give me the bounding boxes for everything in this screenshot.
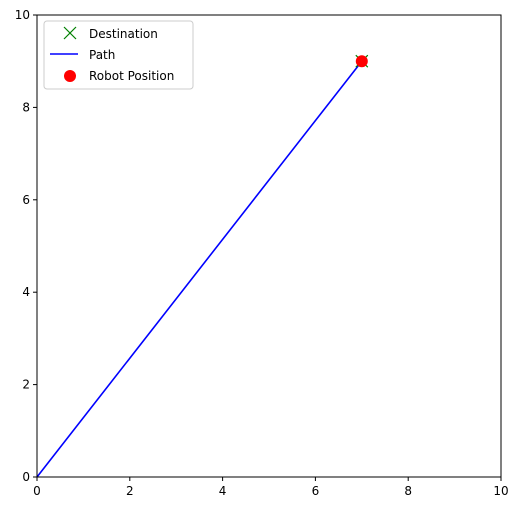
y-tick-label: 0 bbox=[22, 470, 30, 484]
y-axis-ticks: 0 2 4 6 8 10 bbox=[15, 8, 37, 484]
x-axis-ticks: 0 2 4 6 8 10 bbox=[33, 477, 509, 498]
legend-label-robot-position: Robot Position bbox=[89, 69, 174, 83]
series-layer bbox=[36, 54, 369, 478]
y-tick-label: 6 bbox=[22, 193, 30, 207]
x-tick-label: 6 bbox=[312, 484, 320, 498]
y-tick-label: 8 bbox=[22, 100, 30, 114]
legend-marker-robot-position bbox=[64, 70, 76, 82]
legend-label-destination: Destination bbox=[89, 27, 158, 41]
series-path-line bbox=[36, 60, 363, 478]
x-tick-label: 0 bbox=[33, 484, 41, 498]
y-tick-label: 2 bbox=[22, 378, 30, 392]
legend-marker-destination bbox=[63, 26, 77, 40]
axes-frame bbox=[36, 14, 502, 478]
legend: Destination Path Robot Position bbox=[43, 20, 194, 90]
plot-area bbox=[36, 14, 502, 478]
y-tick-label: 4 bbox=[22, 285, 30, 299]
legend-label-path: Path bbox=[89, 48, 115, 62]
x-tick-label: 10 bbox=[493, 484, 508, 498]
robot-position-point bbox=[355, 55, 368, 68]
legend-box bbox=[43, 20, 194, 90]
x-tick-label: 8 bbox=[404, 484, 412, 498]
x-tick-label: 4 bbox=[219, 484, 227, 498]
y-tick-label: 10 bbox=[15, 8, 30, 22]
x-tick-label: 2 bbox=[126, 484, 134, 498]
